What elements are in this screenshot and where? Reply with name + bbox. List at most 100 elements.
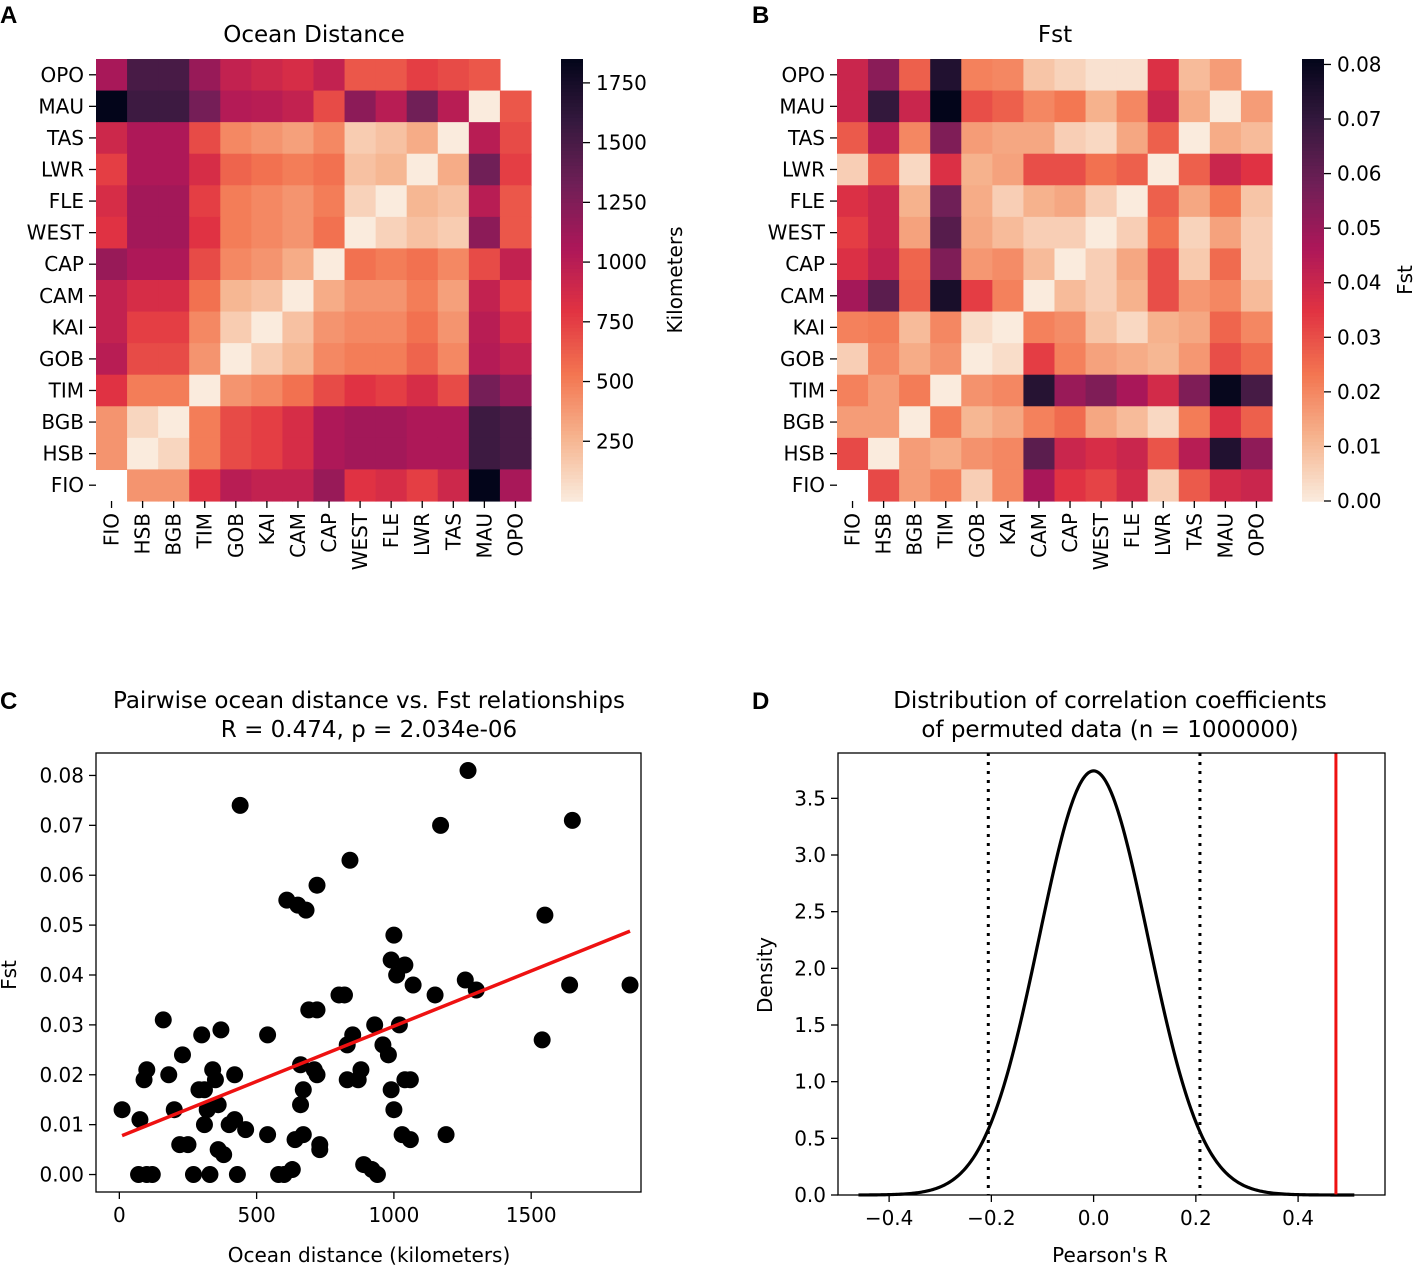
col-label: GOB	[965, 513, 989, 558]
colorbar-segment	[1302, 221, 1324, 226]
colorbar-segment	[1302, 206, 1324, 211]
colorbar-tick-label: 0.07	[1337, 107, 1382, 131]
data-point	[533, 1031, 551, 1049]
colorbar-segment	[1302, 478, 1324, 484]
colorbar-segment	[561, 372, 583, 377]
heatmap-cell	[961, 248, 993, 281]
colorbar-segment	[1302, 456, 1324, 462]
row-label: GOB	[39, 347, 84, 371]
heatmap-cell	[499, 374, 532, 407]
colorbar-segment	[561, 99, 583, 104]
heatmap-cell	[499, 406, 532, 439]
heatmap-cell	[930, 59, 962, 92]
colorbar-segment	[561, 313, 583, 318]
heatmap-cell	[992, 374, 1025, 407]
col-label: CAM	[286, 513, 310, 558]
colorbar-segment	[561, 497, 583, 502]
col-label: WEST	[1089, 512, 1113, 570]
heatmap-cell	[1240, 90, 1273, 123]
heatmap-cell	[961, 90, 993, 123]
heatmap-cell	[1054, 248, 1087, 281]
heatmap-cell	[1147, 59, 1180, 92]
row-label: LWR	[782, 157, 825, 181]
heatmap-cell	[189, 343, 221, 376]
colorbar-segment	[1302, 361, 1324, 366]
data-point	[195, 1116, 213, 1134]
y-axis-label: Fst	[0, 960, 21, 990]
colorbar-segment	[561, 235, 583, 241]
data-point	[259, 1126, 277, 1144]
colorbar-tick-label: 0.02	[1337, 380, 1382, 404]
heatmap-cell	[899, 311, 931, 344]
data-point	[228, 1166, 246, 1184]
colorbar-segment	[1302, 70, 1324, 75]
row-label: TIM	[789, 378, 825, 402]
heatmap-cell	[899, 406, 931, 439]
heatmap-cell	[96, 216, 128, 250]
colorbar-segment	[561, 305, 583, 311]
heatmap-cell	[1116, 374, 1149, 407]
colorbar-segment	[1302, 497, 1324, 502]
heatmap-cell	[868, 279, 900, 313]
colorbar-segment	[561, 184, 583, 189]
colorbar-segment	[1302, 132, 1324, 138]
plot-frame	[95, 752, 642, 1193]
heatmap-cell	[96, 279, 128, 313]
heatmap-cell	[406, 153, 439, 186]
colorbar-segment	[561, 298, 583, 303]
colorbar-segment	[561, 375, 583, 381]
colorbar-segment	[561, 232, 583, 237]
heatmap-cell	[251, 216, 284, 250]
colorbar-segment	[1302, 401, 1324, 406]
colorbar-segment	[1302, 353, 1324, 359]
heatmap-cell	[96, 437, 128, 471]
heatmap-cell	[158, 248, 190, 281]
heatmap-cell	[1178, 59, 1211, 92]
data-point	[563, 811, 581, 829]
colorbar-tick-label: 0.00	[1337, 489, 1382, 513]
colorbar-segment	[1302, 88, 1324, 93]
heatmap-cell	[1209, 122, 1242, 155]
heatmap-cell	[1085, 185, 1118, 218]
heatmap-cell	[158, 437, 190, 471]
colorbar-segment	[561, 77, 583, 82]
heatmap-cell	[1209, 90, 1242, 123]
heatmap-cell	[127, 59, 159, 92]
colorbar-segment	[1302, 394, 1324, 399]
heatmap-cell	[1085, 248, 1118, 281]
heatmap-cell	[1147, 437, 1180, 471]
heatmap-cell	[437, 185, 470, 218]
heatmap-cell	[1085, 406, 1118, 439]
colorbar-segment	[1302, 427, 1324, 432]
heatmap-cell	[468, 311, 501, 344]
colorbar-segment	[561, 456, 583, 462]
row-label: HSB	[43, 442, 84, 466]
colorbar-segment	[1302, 121, 1324, 126]
colorbar-segment	[561, 250, 583, 255]
heatmap-cell	[1147, 216, 1180, 250]
heatmap-cell	[992, 153, 1025, 186]
colorbar-segment	[1302, 191, 1324, 196]
heatmap-cell	[1209, 343, 1242, 376]
colorbar-segment	[561, 88, 583, 93]
x-axis-label: Pearson's R	[1052, 1243, 1168, 1266]
colorbar-segment	[561, 165, 583, 171]
data-point	[308, 876, 326, 894]
data-point	[259, 1026, 277, 1044]
colorbar-segment	[561, 268, 583, 274]
colorbar-segment	[1302, 486, 1324, 491]
heatmap-cell	[96, 406, 128, 439]
colorbar-segment	[1302, 327, 1324, 333]
heatmap-cell	[1023, 469, 1056, 502]
heatmap-cell	[375, 406, 408, 439]
heatmap-cell	[1085, 311, 1118, 344]
colorbar-segment	[561, 195, 583, 200]
heatmap-cell	[1116, 311, 1149, 344]
heatmap-cell	[127, 185, 159, 218]
data-point	[160, 1066, 178, 1084]
data-point	[294, 1081, 312, 1099]
heatmap-cell	[189, 279, 221, 313]
heatmap-cell	[96, 59, 128, 92]
heatmap-cell	[1240, 469, 1273, 502]
